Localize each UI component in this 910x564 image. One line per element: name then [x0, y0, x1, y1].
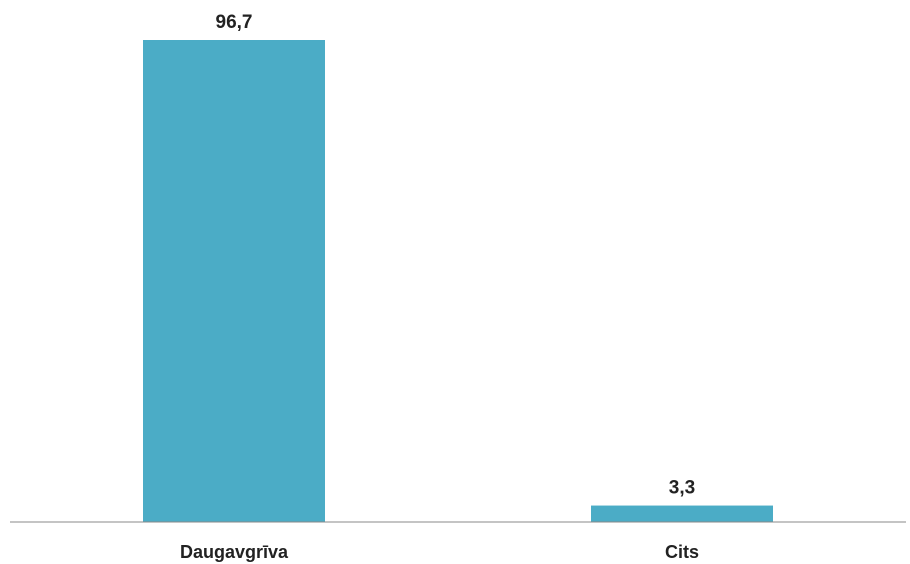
- data-label-0: 96,7: [216, 12, 253, 33]
- bars-group: [143, 40, 773, 522]
- bar-0: [143, 40, 325, 522]
- category-label-0: Daugavgrīva: [180, 542, 289, 562]
- data-label-1: 3,3: [669, 478, 695, 499]
- labels-group: 96,7 Daugavgrīva 3,3 Cits: [180, 12, 699, 562]
- bar-1: [591, 505, 773, 522]
- category-label-1: Cits: [665, 542, 699, 562]
